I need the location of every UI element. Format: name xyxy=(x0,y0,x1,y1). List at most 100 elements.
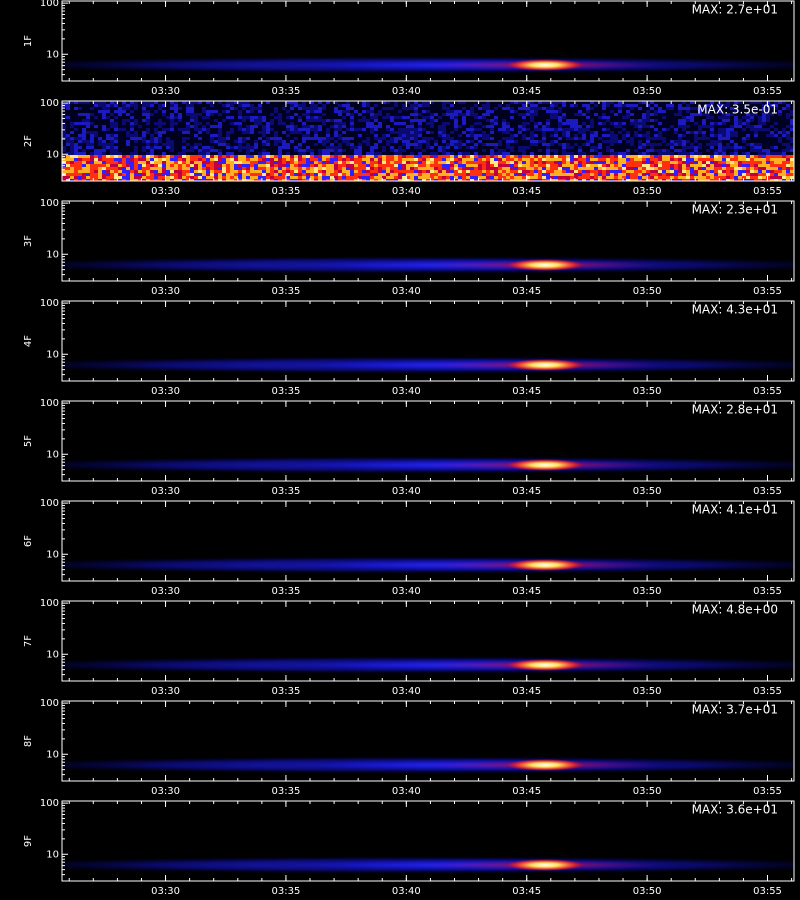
pixel xyxy=(626,173,630,176)
pixel xyxy=(298,158,302,161)
pixel xyxy=(302,113,306,116)
pixel xyxy=(218,164,222,167)
pixel xyxy=(418,176,422,179)
pixel xyxy=(398,110,402,113)
pixel xyxy=(542,116,546,119)
pixel xyxy=(386,119,390,122)
pixel xyxy=(658,158,662,161)
pixel xyxy=(654,152,658,155)
pixel xyxy=(438,161,442,164)
pixel xyxy=(422,152,426,155)
pixel xyxy=(766,158,770,161)
pixel xyxy=(98,146,102,149)
pixel xyxy=(510,176,514,179)
pixel xyxy=(318,131,322,134)
pixel xyxy=(150,110,154,113)
pixel xyxy=(762,122,766,125)
pixel xyxy=(66,104,70,107)
pixel xyxy=(118,104,122,107)
pixel xyxy=(134,122,138,125)
pixel xyxy=(258,125,262,128)
pixel xyxy=(238,128,242,131)
pixel xyxy=(462,173,466,176)
pixel xyxy=(162,125,166,128)
pixel xyxy=(382,137,386,140)
pixel xyxy=(394,155,398,158)
pixel xyxy=(206,155,210,158)
pixel xyxy=(594,170,598,173)
pixel xyxy=(154,176,158,179)
pixel xyxy=(230,101,234,104)
pixel xyxy=(234,173,238,176)
pixel xyxy=(498,149,502,152)
pixel xyxy=(686,116,690,119)
pixel xyxy=(106,173,110,176)
pixel xyxy=(726,158,730,161)
pixel xyxy=(758,161,762,164)
pixel xyxy=(594,149,598,152)
pixel xyxy=(282,179,286,181)
pixel xyxy=(758,119,762,122)
pixel xyxy=(530,122,534,125)
pixel xyxy=(434,107,438,110)
pixel xyxy=(586,119,590,122)
pixel xyxy=(606,116,610,119)
pixel xyxy=(98,104,102,107)
pixel xyxy=(150,140,154,143)
pixel xyxy=(738,158,742,161)
pixel xyxy=(410,101,414,104)
pixel xyxy=(74,134,78,137)
pixel xyxy=(74,176,78,179)
pixel xyxy=(574,179,578,181)
pixel xyxy=(66,119,70,122)
pixel xyxy=(774,146,778,149)
pixel xyxy=(130,122,134,125)
pixel xyxy=(306,152,310,155)
pixel xyxy=(606,146,610,149)
pixel xyxy=(66,179,70,181)
pixel xyxy=(418,170,422,173)
pixel xyxy=(218,122,222,125)
pixel xyxy=(250,140,254,143)
pixel xyxy=(134,173,138,176)
pixel xyxy=(214,164,218,167)
pixel xyxy=(410,164,414,167)
pixel xyxy=(762,146,766,149)
pixel xyxy=(370,134,374,137)
pixel xyxy=(394,122,398,125)
pixel xyxy=(122,164,126,167)
pixel xyxy=(146,131,150,134)
pixel xyxy=(278,164,282,167)
pixel xyxy=(322,107,326,110)
pixel xyxy=(602,119,606,122)
pixel xyxy=(202,104,206,107)
pixel xyxy=(82,152,86,155)
pixel xyxy=(506,137,510,140)
pixel xyxy=(102,116,106,119)
pixel xyxy=(438,140,442,143)
pixel xyxy=(94,116,98,119)
pixel xyxy=(198,161,202,164)
pixel xyxy=(466,101,470,104)
pixel xyxy=(302,134,306,137)
pixel xyxy=(290,155,294,158)
pixel xyxy=(326,101,330,104)
pixel xyxy=(754,161,758,164)
pixel xyxy=(342,152,346,155)
pixel xyxy=(410,140,414,143)
pixel xyxy=(590,137,594,140)
pixel xyxy=(386,155,390,158)
pixel xyxy=(98,113,102,116)
pixel xyxy=(646,170,650,173)
pixel xyxy=(66,164,70,167)
pixel xyxy=(658,155,662,158)
pixel xyxy=(218,161,222,164)
pixel xyxy=(538,164,542,167)
pixel xyxy=(462,143,466,146)
pixel xyxy=(354,167,358,170)
pixel xyxy=(370,122,374,125)
pixel xyxy=(90,101,94,104)
pixel xyxy=(770,176,774,179)
pixel xyxy=(314,137,318,140)
pixel xyxy=(254,134,258,137)
